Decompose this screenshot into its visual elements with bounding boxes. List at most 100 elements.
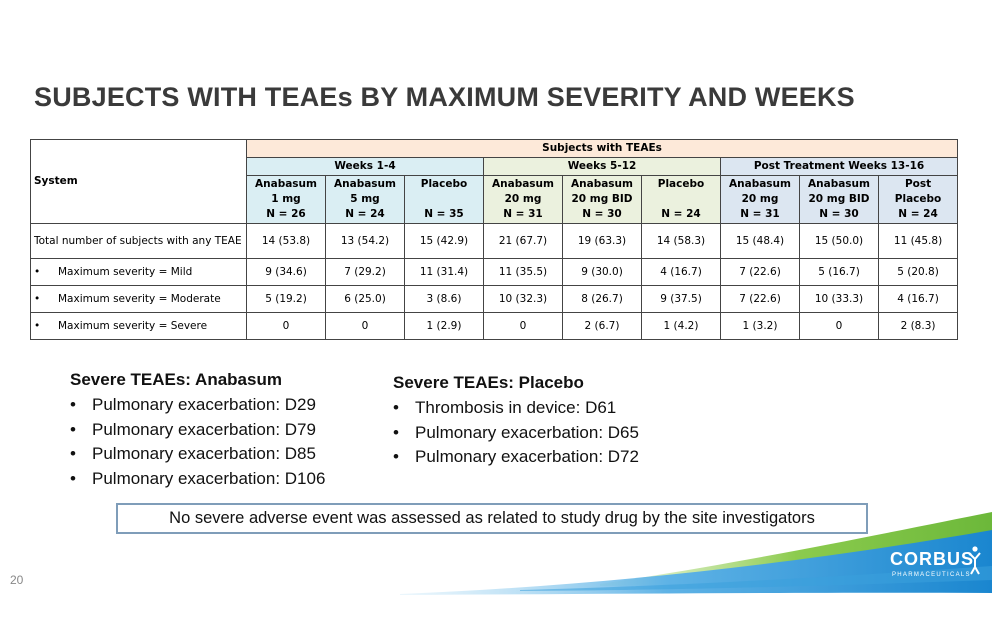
table-cell: 14 (58.3) [641, 223, 721, 259]
row-label: Total number of subjects with any TEAE [30, 223, 247, 259]
table-cell: 1 (3.2) [720, 312, 800, 340]
investigator-note-box: No severe adverse event was assessed as … [116, 503, 868, 534]
list-item-text: Pulmonary exacerbation: D85 [92, 444, 316, 463]
table-cell: 0 [799, 312, 879, 340]
column-header: Anabasum 20 mg N = 31 [483, 175, 563, 224]
column-header: Placebo N = 35 [404, 175, 484, 224]
column-name: Post Placebo [894, 178, 942, 205]
list-item-text: Pulmonary exacerbation: D79 [92, 419, 316, 439]
table-cell: 9 (34.6) [246, 258, 326, 286]
bullet: • [393, 422, 399, 442]
column-name: Anabasum 5 mg [334, 178, 396, 205]
group-header-post-treatment: Post Treatment Weeks 13-16 [719, 157, 959, 176]
row-label: Maximum severity = Severe [58, 319, 208, 332]
column-n: N = 35 [424, 208, 464, 220]
table-cell: 8 (26.7) [562, 285, 642, 313]
table-cell: 9 (30.0) [562, 258, 642, 286]
bullet: • [70, 395, 76, 414]
page-number: 20 [10, 573, 24, 587]
table-cell: 14 (53.8) [246, 223, 326, 259]
table-cell: 2 (6.7) [562, 312, 642, 340]
bullet: • [393, 398, 399, 417]
table-row: • Maximum severity = Moderate 5 (19.2) 6 … [30, 285, 959, 313]
table-cell: 21 (67.7) [483, 223, 563, 259]
table-cell: 0 [246, 312, 326, 340]
table-cell: 6 (25.0) [325, 285, 405, 313]
slide-title: SUBJECTS WITH TEAEs BY MAXIMUM SEVERITY … [34, 82, 855, 112]
column-name: Anabasum 1 mg [255, 178, 317, 205]
column-n: N = 26 [266, 208, 306, 220]
column-name: Anabasum 20 mg [729, 178, 791, 205]
bullet: • [34, 265, 41, 278]
teae-severity-table: System Subjects with TEAEs Weeks 1-4 Wee… [30, 139, 959, 340]
list-item: • Pulmonary exacerbation: D85 [70, 442, 325, 467]
column-n: N = 24 [898, 208, 938, 220]
table-cell: 7 (29.2) [325, 258, 405, 286]
severe-anabasum-heading: Severe TEAEs: Anabasum [70, 370, 282, 389]
table-cell: 15 (48.4) [720, 223, 800, 259]
row-label: Maximum severity = Mild [58, 265, 193, 278]
table-cell: 15 (50.0) [799, 223, 879, 259]
column-header: Anabasum 1 mg N = 26 [246, 175, 326, 224]
list-item: • Pulmonary exacerbation: D65 [393, 421, 639, 446]
table-row: • Maximum severity = Severe 0 0 1 (2.9) 0… [30, 312, 959, 340]
bullet: • [70, 444, 76, 463]
table-cell: 0 [325, 312, 405, 340]
severe-anabasum-list: • Pulmonary exacerbation: D29 • Pulmonary … [70, 393, 325, 491]
table-cell: 1 (2.9) [404, 312, 484, 340]
column-header: Post Placebo N = 24 [877, 175, 959, 224]
column-n: N = 24 [345, 208, 385, 220]
table-cell: 4 (16.7) [877, 285, 959, 313]
bullet: • [70, 419, 76, 439]
row-label-cell: • Maximum severity = Mild [30, 258, 247, 286]
bullet: • [393, 447, 399, 466]
group-header-weeks-1-4: Weeks 1-4 [246, 157, 484, 176]
row-label-cell: • Maximum severity = Moderate [30, 285, 247, 313]
column-n: N = 31 [503, 208, 543, 220]
column-name: Placebo [657, 178, 705, 190]
row-label: Maximum severity = Moderate [58, 292, 221, 305]
table-cell: 3 (8.6) [404, 285, 484, 313]
table-cell: 7 (22.6) [720, 285, 800, 313]
table-cell: 0 [483, 312, 563, 340]
table-cell: 9 (37.5) [641, 285, 721, 313]
table-cell: 1 (4.2) [641, 312, 721, 340]
table-cell: 2 (8.3) [877, 312, 959, 340]
table-cell: 5 (19.2) [246, 285, 326, 313]
column-n: N = 24 [661, 208, 701, 220]
list-item: • Pulmonary exacerbation: D72 [393, 445, 639, 470]
column-n: N = 31 [740, 208, 780, 220]
bullet: • [70, 468, 76, 488]
severe-placebo-list: • Thrombosis in device: D61 • Pulmonary ex… [393, 396, 639, 470]
column-name: Anabasum 20 mg BID [571, 178, 633, 205]
severe-placebo-heading: Severe TEAEs: Placebo [393, 373, 584, 392]
list-item-text: Pulmonary exacerbation: D72 [415, 447, 639, 466]
table-row: • Maximum severity = Mild 9 (34.6) 7 (29.… [30, 258, 959, 286]
logo-subtitle: PHARMACEUTICALS [892, 572, 971, 578]
column-n: N = 30 [582, 208, 622, 220]
table-cell: 11 (35.5) [483, 258, 563, 286]
list-item-text: Pulmonary exacerbation: D106 [92, 468, 326, 488]
row-label-cell: • Maximum severity = Severe [30, 312, 247, 340]
column-header: Anabasum 20 mg N = 31 [720, 175, 800, 224]
logo-wordmark: CORBUS [890, 549, 975, 569]
corbus-logo: CORBUS PHARMACEUTICALS [890, 545, 986, 595]
table-cell: 11 (45.8) [877, 223, 959, 259]
severe-teaes-anabasum: Severe TEAEs: Anabasum • Pulmonary exacer… [70, 370, 325, 491]
table-cell: 13 (54.2) [325, 223, 405, 259]
list-item: • Pulmonary exacerbation: D79 [70, 418, 325, 443]
list-item: • Pulmonary exacerbation: D29 [70, 393, 325, 418]
subjects-with-teaes-header: Subjects with TEAEs [245, 139, 959, 158]
list-item-text: Thrombosis in device: D61 [415, 398, 617, 417]
column-name: Anabasum 20 mg [492, 178, 554, 205]
column-header: Anabasum 5 mg N = 24 [325, 175, 405, 224]
column-name: Placebo [420, 178, 468, 190]
column-header: Anabasum 20 mg BID N = 30 [799, 175, 879, 224]
table-row: Total number of subjects with any TEAE 1… [30, 223, 959, 259]
corbus-figure-icon [969, 546, 981, 575]
bullet: • [34, 292, 41, 305]
table-cell: 4 (16.7) [641, 258, 721, 286]
table-cell: 7 (22.6) [720, 258, 800, 286]
list-item-text: Pulmonary exacerbation: D29 [92, 395, 316, 414]
